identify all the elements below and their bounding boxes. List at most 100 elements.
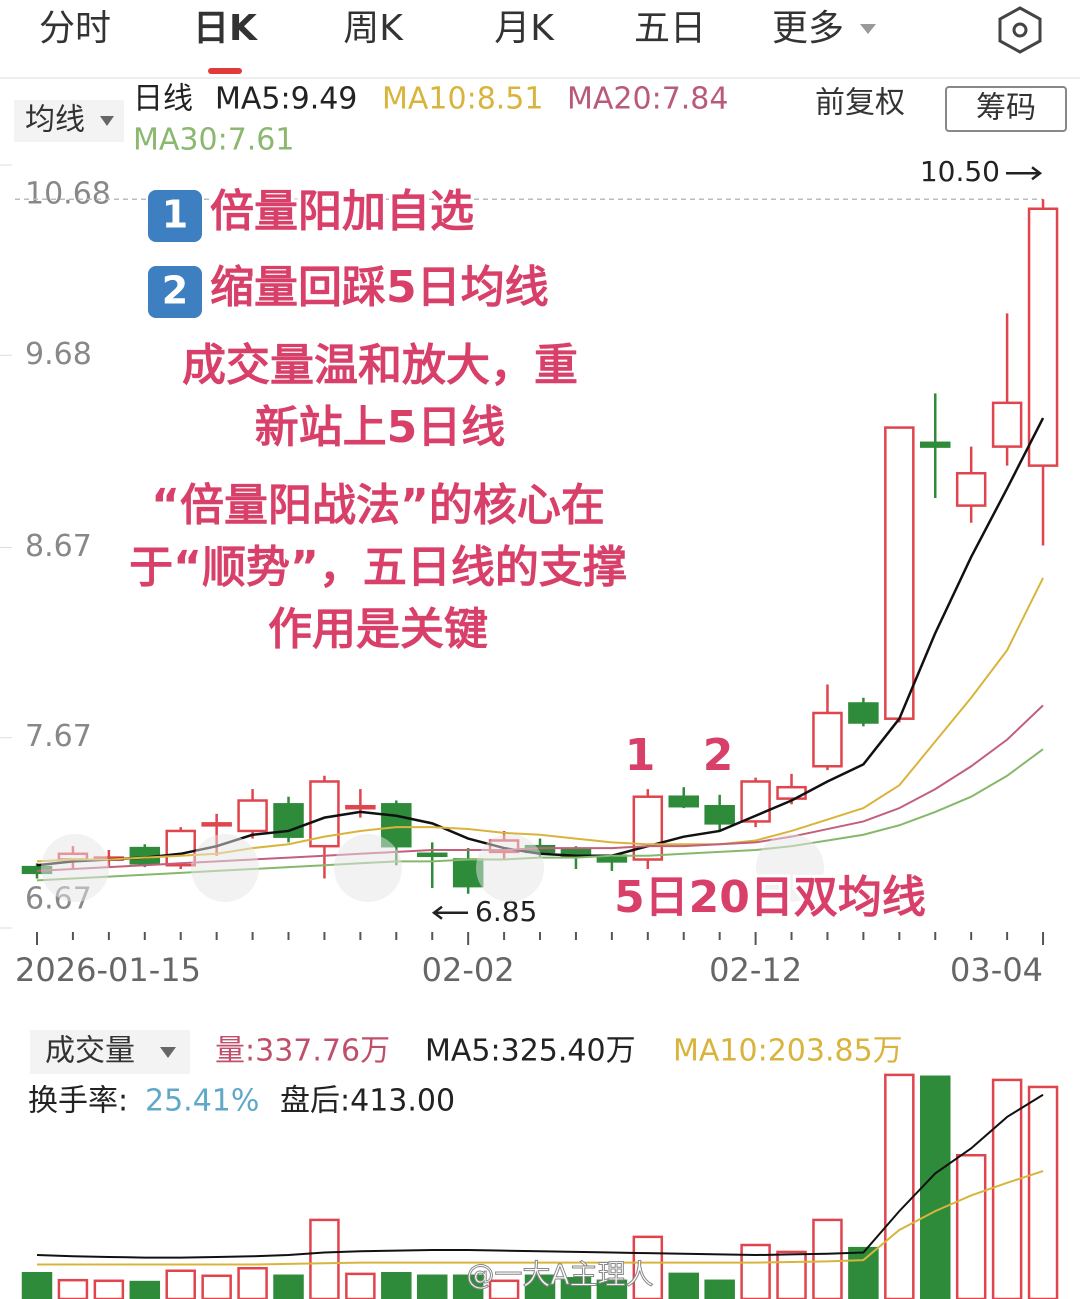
max-arrow (1006, 166, 1043, 181)
annotation: 2 (703, 730, 734, 781)
annotation: 缩量回踩5日均线 (210, 262, 549, 313)
chart-control[interactable] (476, 834, 544, 902)
volume-label: 量:337.76万 (215, 1034, 390, 1069)
turnover-value: 25.41% (145, 1084, 259, 1119)
volume-bar (668, 1272, 699, 1299)
annotations: 1 倍量阳加自选 2 缩量回踩5日均线 成交量温和放大，重 新站上5日线 “倍量… (126, 183, 929, 926)
dropdown-icon (160, 1047, 176, 1058)
volume-bar (21, 1272, 53, 1299)
volume-bar (740, 1243, 771, 1299)
badge (148, 190, 202, 242)
dropdown-icon (100, 116, 114, 126)
volume-bar (1027, 1085, 1059, 1299)
tab-bar: 分时 日K 周K 月K 五日 更多 (0, 6, 1080, 79)
candle-body (381, 803, 412, 848)
volume-bar (381, 1272, 412, 1299)
candle-body (1027, 207, 1059, 467)
volume-menu[interactable]: 成交量 (45, 1034, 135, 1069)
x-tick-label: 03-04 (950, 951, 1043, 989)
chart-control[interactable] (191, 834, 259, 902)
badge-text: 1 (162, 193, 188, 237)
tab[interactable]: 分时 (39, 8, 111, 49)
chips-button[interactable] (945, 86, 1067, 132)
candle-body (740, 780, 771, 823)
ma30-label: MA30:7.61 (133, 123, 294, 158)
candle-body (955, 471, 987, 507)
settings-icon[interactable] (998, 6, 1042, 54)
volume-bar (309, 1218, 340, 1299)
volume-ma5-label: MA5:325.40万 (425, 1034, 636, 1069)
settings-icon-center (1012, 22, 1028, 38)
watermark: @一大A主理人 (466, 1258, 653, 1291)
annotation: 5日20日双均线 (614, 872, 926, 923)
candle-body (237, 799, 268, 833)
annotation: 成交量温和放大，重 (182, 340, 578, 391)
line-name: 日线 (133, 82, 193, 117)
toolbar: 均线 日线 MA5:9.49 MA10:8.51 MA20:7.84 MA30:… (14, 82, 1067, 158)
volume-bar (237, 1266, 268, 1299)
annotation: 新站上5日线 (255, 402, 506, 453)
volume-bar (165, 1269, 196, 1299)
ma-menu[interactable]: 均线 (25, 103, 85, 138)
badge (148, 266, 202, 318)
volume-bar (848, 1246, 879, 1299)
volume-bar (345, 1272, 376, 1299)
volume-info: 成交量 量:337.76万 MA5:325.40万 MA10:203.85万 换… (28, 1030, 903, 1119)
volume-bar (884, 1073, 915, 1299)
annotation: 于“顺势”，五日线的支撑 (129, 542, 627, 593)
annotation: 作用是关键 (268, 604, 488, 655)
tab[interactable]: 更多 (772, 8, 844, 49)
candle-body (848, 702, 879, 724)
candle-body (345, 804, 376, 810)
candle-body (632, 795, 664, 861)
volume-bar (93, 1279, 125, 1299)
candle-body (668, 795, 699, 808)
x-tick-label: 2026-01-15 (15, 951, 201, 989)
after-hours: 盘后:413.00 (280, 1084, 455, 1119)
y-tick-label: 10.68 (25, 177, 111, 212)
volume-bar (129, 1280, 161, 1299)
chart-control[interactable] (756, 834, 824, 902)
volume-ma-line (37, 1170, 1044, 1266)
max-label: 10.50 (920, 155, 1000, 188)
chart-control[interactable] (41, 834, 109, 902)
volume-bar (57, 1278, 89, 1299)
candle-body (991, 401, 1023, 448)
candle-body (884, 426, 915, 720)
tab[interactable]: 月K (494, 8, 555, 49)
badge-text: 2 (162, 269, 188, 313)
turnover-label: 换手率: (28, 1084, 128, 1119)
tab-indicator (208, 68, 242, 74)
dropdown-icon (860, 24, 876, 34)
annotation: “倍量阳战法”的核心在 (151, 480, 605, 531)
volume-bar (955, 1153, 987, 1299)
tab[interactable]: 周K (343, 8, 404, 49)
y-tick-label: 7.67 (25, 719, 92, 754)
x-tick-label: 02-02 (422, 951, 515, 989)
candle-body (201, 822, 232, 827)
volume-bar (920, 1075, 951, 1299)
x-tick-label: 02-12 (709, 951, 802, 989)
volume-chart (21, 1073, 1059, 1299)
tab[interactable]: 五日 (634, 8, 706, 49)
volume-bar (812, 1218, 843, 1299)
volume-bar (776, 1250, 807, 1299)
y-tick-label: 9.68 (25, 337, 92, 372)
adjust-toggle[interactable]: 前复权 (815, 86, 905, 121)
tab-active[interactable]: 日K (193, 8, 258, 49)
ma5-label: MA5:9.49 (215, 82, 357, 117)
chips-label[interactable]: 筹码 (976, 91, 1036, 126)
candle-body (704, 804, 735, 825)
y-tick-label: 8.67 (25, 529, 92, 564)
annotation: 倍量阳加自选 (210, 186, 474, 237)
volume-menu-bg[interactable] (30, 1030, 190, 1074)
candle-body (165, 829, 196, 867)
volume-bar (704, 1279, 735, 1299)
annotation: 1 (625, 730, 656, 781)
candle-body (416, 852, 448, 858)
candle-body (920, 441, 951, 448)
chart-control[interactable] (334, 834, 402, 902)
volume-bar (416, 1274, 448, 1299)
candle-body (776, 785, 807, 800)
volume-bar (273, 1274, 304, 1299)
